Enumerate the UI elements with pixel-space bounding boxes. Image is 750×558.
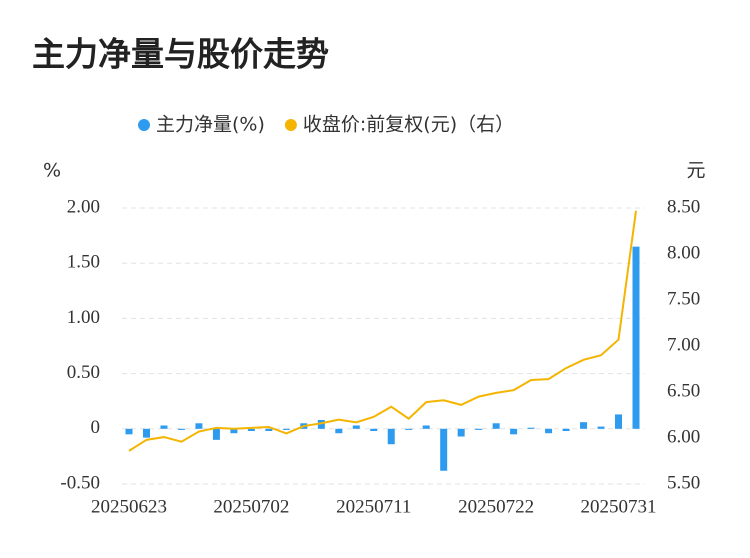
bar (562, 428, 570, 432)
x-tick-label: 20250623 (91, 496, 167, 517)
y2-axis-label: 元 (686, 160, 705, 182)
bar (545, 428, 553, 434)
bar (195, 423, 203, 429)
bar (440, 428, 448, 471)
legend-marker (284, 119, 297, 131)
y-tick-label: 0.50 (67, 362, 100, 383)
x-tick-label: 20250731 (581, 496, 657, 517)
y2-tick-label: 8.00 (667, 242, 700, 263)
x-tick-label: 20250722 (458, 496, 534, 517)
y-tick-label: 1.00 (67, 307, 100, 328)
bar (352, 425, 360, 429)
y-tick-label: 1.50 (67, 252, 100, 273)
bar (475, 428, 483, 430)
y2-tick-label: 7.50 (667, 288, 700, 309)
y-tick-label: 2.00 (67, 196, 100, 217)
y-tick-label: 0 (91, 417, 101, 438)
x-tick-label: 20250702 (213, 496, 289, 517)
bar (125, 428, 133, 435)
bar (387, 428, 395, 445)
bar (335, 428, 343, 434)
bar (370, 428, 378, 432)
legend-marker (138, 119, 150, 131)
bar (405, 428, 413, 430)
y2-tick-label: 5.50 (667, 472, 700, 493)
bar (230, 428, 238, 434)
chart-title: 主力净量与股价走势 (32, 35, 329, 74)
bar (142, 428, 150, 438)
bar (160, 425, 168, 429)
y-axis-label: % (43, 160, 61, 182)
y2-tick-label: 8.50 (667, 196, 700, 217)
bar (177, 428, 185, 430)
legend-label: 收盘价:前复权(元)（右） (303, 114, 514, 136)
bar (492, 423, 500, 429)
y2-tick-label: 6.50 (667, 380, 700, 401)
bar (615, 414, 623, 429)
bar (265, 428, 273, 432)
bar (510, 428, 518, 435)
y-tick-label: -0.50 (60, 472, 100, 493)
bar (247, 428, 255, 432)
bar (597, 426, 605, 429)
legend-label: 主力净量(%) (156, 114, 265, 136)
bar (632, 246, 640, 429)
bar (580, 422, 588, 429)
y2-tick-label: 7.00 (667, 334, 700, 355)
y2-tick-label: 6.00 (667, 426, 700, 447)
bar (317, 419, 325, 429)
x-tick-label: 20250711 (336, 496, 411, 517)
bar (422, 425, 430, 429)
bar (282, 428, 290, 430)
bar (527, 427, 535, 429)
price-line (128, 210, 637, 452)
bar (457, 428, 465, 437)
bar (212, 428, 220, 440)
